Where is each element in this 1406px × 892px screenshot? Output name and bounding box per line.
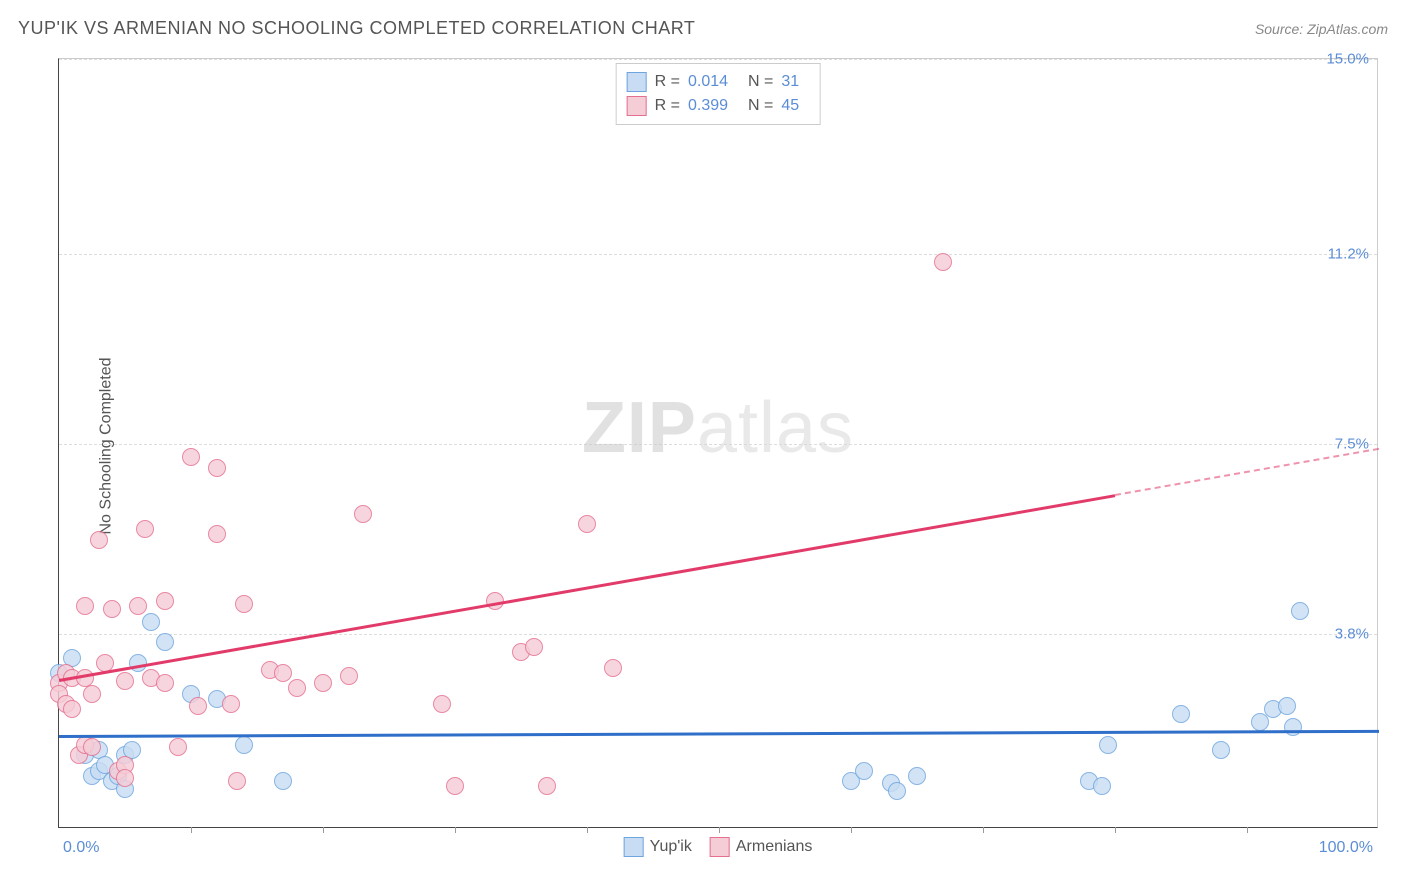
- scatter-point: [83, 738, 101, 756]
- legend-series: Yup'ik Armenians: [624, 837, 813, 857]
- x-axis-min-label: 0.0%: [63, 839, 99, 857]
- scatter-point: [274, 664, 292, 682]
- x-tick-mark: [191, 827, 192, 833]
- legend-series-item: Armenians: [710, 837, 812, 857]
- scatter-point: [525, 638, 543, 656]
- scatter-point: [538, 777, 556, 795]
- scatter-point: [1172, 705, 1190, 723]
- chart-source: Source: ZipAtlas.com: [1255, 21, 1388, 37]
- legend-r-value: 0.399: [688, 97, 740, 115]
- legend-series-item: Yup'ik: [624, 837, 692, 857]
- scatter-point: [314, 674, 332, 692]
- x-tick-mark: [851, 827, 852, 833]
- x-tick-mark: [719, 827, 720, 833]
- legend-n-value: 45: [781, 97, 809, 115]
- scatter-point: [156, 592, 174, 610]
- scatter-point: [189, 697, 207, 715]
- scatter-point: [142, 613, 160, 631]
- scatter-point: [604, 659, 622, 677]
- gridline: [59, 444, 1377, 445]
- gridline: [59, 59, 1377, 60]
- legend-series-label: Yup'ik: [650, 838, 692, 856]
- scatter-point: [888, 782, 906, 800]
- x-tick-mark: [587, 827, 588, 833]
- gridline: [59, 634, 1377, 635]
- watermark-bold: ZIP: [582, 388, 697, 468]
- scatter-point: [288, 679, 306, 697]
- scatter-point: [1291, 602, 1309, 620]
- y-tick-label: 15.0%: [1326, 51, 1369, 68]
- scatter-point: [116, 672, 134, 690]
- scatter-point: [156, 633, 174, 651]
- scatter-point: [433, 695, 451, 713]
- y-tick-label: 11.2%: [1328, 246, 1369, 263]
- scatter-point: [446, 777, 464, 795]
- legend-correlation-row: R = 0.399 N = 45: [627, 94, 810, 118]
- legend-n-label: N =: [748, 73, 773, 91]
- x-axis-max-label: 100.0%: [1319, 839, 1373, 857]
- scatter-point: [90, 531, 108, 549]
- legend-correlation-box: R = 0.014 N = 31 R = 0.399 N = 45: [616, 63, 821, 125]
- x-tick-mark: [983, 827, 984, 833]
- gridline: [59, 254, 1377, 255]
- watermark: ZIPatlas: [582, 387, 854, 469]
- scatter-point: [228, 772, 246, 790]
- scatter-point: [136, 520, 154, 538]
- x-tick-mark: [323, 827, 324, 833]
- chart-title: YUP'IK VS ARMENIAN NO SCHOOLING COMPLETE…: [18, 18, 695, 39]
- legend-r-value: 0.014: [688, 73, 740, 91]
- scatter-point: [908, 767, 926, 785]
- scatter-point: [1093, 777, 1111, 795]
- scatter-point: [354, 505, 372, 523]
- scatter-point: [208, 525, 226, 543]
- legend-r-label: R =: [655, 73, 680, 91]
- legend-r-label: R =: [655, 97, 680, 115]
- legend-swatch: [710, 837, 730, 857]
- chart-plot-area: ZIPatlas R =0.014N =31R =0.399N =45 0.0%…: [58, 58, 1378, 828]
- scatter-point: [116, 769, 134, 787]
- legend-n-label: N =: [748, 97, 773, 115]
- scatter-point: [235, 595, 253, 613]
- scatter-point: [208, 459, 226, 477]
- scatter-point: [169, 738, 187, 756]
- scatter-point: [182, 448, 200, 466]
- scatter-point: [578, 515, 596, 533]
- scatter-point: [1212, 741, 1230, 759]
- legend-swatch: [627, 96, 647, 116]
- x-tick-mark: [1247, 827, 1248, 833]
- legend-correlation-row: R = 0.014 N = 31: [627, 70, 810, 94]
- scatter-point: [129, 654, 147, 672]
- x-tick-mark: [1115, 827, 1116, 833]
- scatter-point: [855, 762, 873, 780]
- watermark-light: atlas: [697, 388, 854, 468]
- scatter-point: [83, 685, 101, 703]
- scatter-point: [156, 674, 174, 692]
- scatter-point: [934, 253, 952, 271]
- scatter-point: [1099, 736, 1117, 754]
- legend-swatch: [624, 837, 644, 857]
- scatter-point: [63, 700, 81, 718]
- scatter-point: [76, 597, 94, 615]
- legend-series-label: Armenians: [736, 838, 812, 856]
- legend-n-value: 31: [781, 73, 809, 91]
- scatter-point: [1278, 697, 1296, 715]
- scatter-point: [274, 772, 292, 790]
- scatter-point: [235, 736, 253, 754]
- trend-line: [1115, 448, 1379, 497]
- scatter-point: [222, 695, 240, 713]
- y-tick-label: 3.8%: [1335, 625, 1369, 642]
- trend-line: [59, 730, 1379, 738]
- scatter-point: [129, 597, 147, 615]
- chart-header: YUP'IK VS ARMENIAN NO SCHOOLING COMPLETE…: [18, 18, 1388, 39]
- scatter-point: [340, 667, 358, 685]
- x-tick-mark: [455, 827, 456, 833]
- legend-swatch: [627, 72, 647, 92]
- scatter-point: [103, 600, 121, 618]
